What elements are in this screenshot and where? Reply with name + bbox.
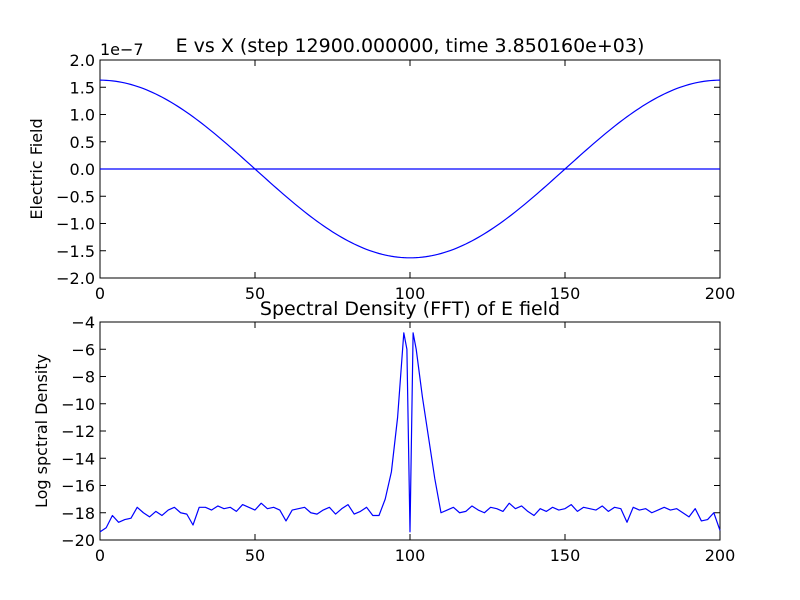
top-y-tick-label: −1.5 [56,242,95,261]
bottom-plot-area: 0 50 100 150 200 −20 −18 −16 −14 −12 −10 −8 −6 −4 [61,313,735,565]
bottom-x-tick-label: 0 [95,546,105,565]
top-x-tick-label: 0 [95,284,105,303]
top-x-tick-label: 50 [245,284,265,303]
top-plot-area: 0 50 100 150 200 −2.0 −1.5 −1.0 −0.5 0.0 0.5 1.0 1.5… [56,51,735,303]
bottom-y-tick-label: −10 [61,395,95,414]
bottom-chart-title: Spectral Density (FFT) of E field [260,298,560,320]
bottom-y-tick-label: −16 [61,477,95,496]
top-x-tick-label: 200 [705,284,736,303]
bottom-y-tick-label: −8 [71,368,95,387]
top-y-tick-label: 0.5 [70,133,95,152]
bottom-y-axis-label: Log spctral Density [32,354,51,508]
bottom-x-tick-label: 150 [550,546,581,565]
top-chart: E vs X (step 12900.000000, time 3.850160… [27,35,735,303]
top-y-tick-label: −2.0 [56,269,95,288]
bottom-series-line-0 [99,332,721,533]
bottom-y-tick-label: −14 [61,449,95,468]
top-chart-title: E vs X (step 12900.000000, time 3.850160… [176,35,645,57]
bottom-x-tick-label: 200 [705,546,736,565]
bottom-y-tick-label: −4 [71,313,95,332]
bottom-x-tick-label: 50 [245,546,265,565]
bottom-y-tick-label: −12 [61,422,95,441]
bottom-chart: Spectral Density (FFT) of E field Log sp… [32,298,735,565]
top-y-offset-label: 1e−7 [100,40,144,59]
bottom-y-tick-label: −6 [71,340,95,359]
top-y-tick-label: 1.5 [70,78,95,97]
top-x-tick-label: 100 [395,284,426,303]
top-y-tick-label: −0.5 [56,187,95,206]
top-x-tick-label: 150 [550,284,581,303]
top-y-axis-label: Electric Field [27,118,46,219]
top-y-tick-label: 1.0 [70,106,95,125]
bottom-x-tick-label: 100 [395,546,426,565]
top-y-tick-label: 2.0 [70,51,95,70]
top-y-tick-label: −1.0 [56,215,95,234]
top-y-tick-label: 0.0 [70,160,95,179]
top-series-line-0 [99,79,721,259]
bottom-y-tick-label: −18 [61,504,95,523]
bottom-y-tick-label: −20 [61,531,95,550]
